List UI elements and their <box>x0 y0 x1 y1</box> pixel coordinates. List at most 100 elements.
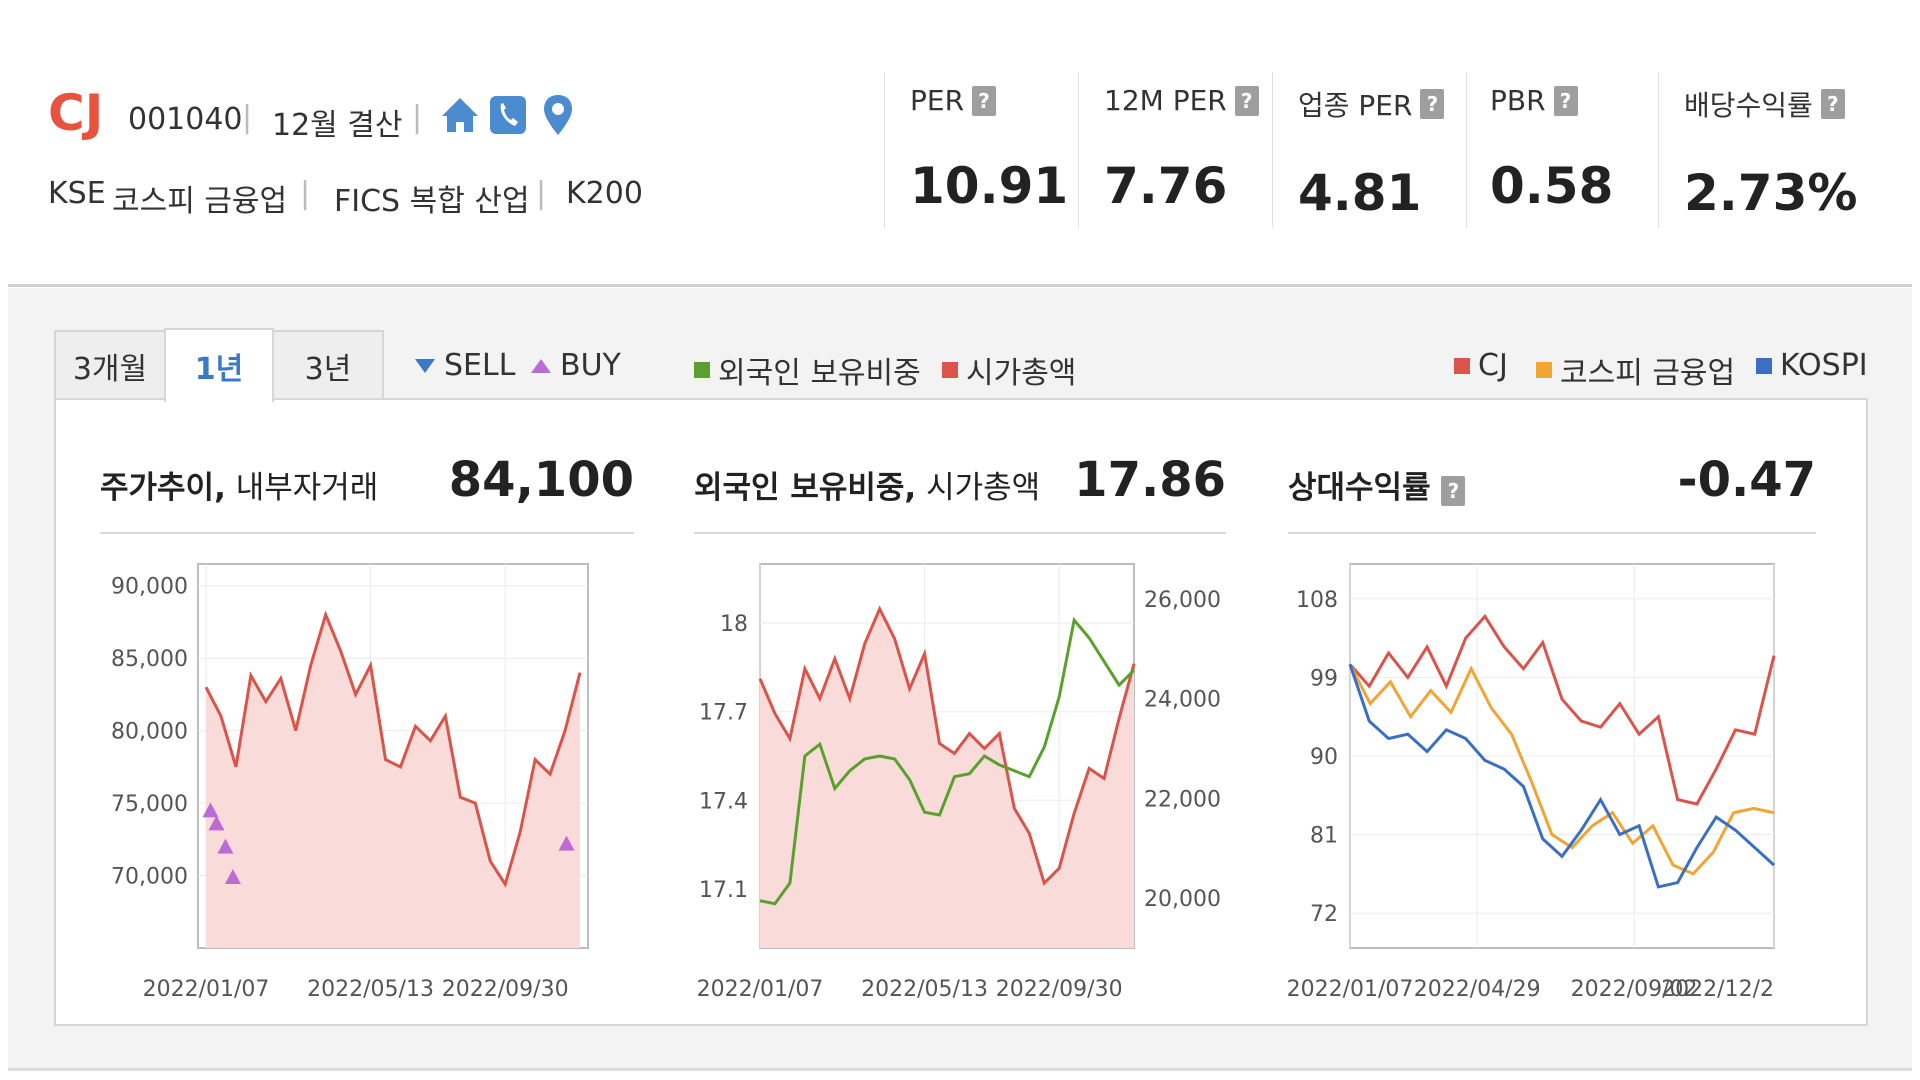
cj-line <box>1348 613 1776 806</box>
kospi-line <box>1348 663 1776 889</box>
help-icon[interactable]: ? <box>972 85 997 116</box>
metric-pbr: PBR? 0.58 <box>1490 84 1680 215</box>
y-tick-label: 72 <box>1310 902 1338 927</box>
y-left-tick-label: 17.4 <box>699 789 748 814</box>
y-tick-label: 99 <box>1310 666 1338 691</box>
settlement-month: 12월 결산 <box>272 108 403 143</box>
metric-label: PER <box>910 84 965 117</box>
legend-sell: SELL <box>414 348 515 383</box>
metric-label: 업종 PER <box>1298 89 1413 122</box>
kospi-finance-line <box>1348 663 1775 876</box>
y-tick-label: 108 <box>1296 588 1338 613</box>
buy-marker <box>558 835 575 851</box>
buy-marker <box>208 815 225 831</box>
price-area-fill <box>206 614 580 948</box>
metric-value: 4.81 <box>1298 164 1422 222</box>
metric-label: 12M PER <box>1104 84 1227 117</box>
card-value-price: 84,100 <box>448 452 634 508</box>
x-tick-label: 2022/09/02 <box>1571 977 1698 1002</box>
card-underline <box>694 532 1226 534</box>
metric-label: 배당수익률 <box>1684 89 1813 122</box>
y-tick-label: 70,000 <box>111 865 188 890</box>
y-tick-label: 85,000 <box>111 647 188 672</box>
tab-3-years[interactable]: 3년 <box>272 330 384 400</box>
card-title-sub: 시가총액 <box>916 470 1041 506</box>
card-title-sub: 내부자거래 <box>225 470 379 506</box>
x-tick-label: 2022/05/13 <box>861 977 988 1002</box>
help-icon[interactable]: ? <box>1234 85 1259 116</box>
metric-label: PBR <box>1490 84 1546 117</box>
price-chart: 90,000 85,000 80,000 75,000 70,000 2022/01/07… <box>111 563 589 1002</box>
separator: | <box>412 100 423 135</box>
card-title-relative-return: 상대수익률 ? <box>1288 462 1466 507</box>
tab-1-year[interactable]: 1년 <box>164 328 274 402</box>
card-underline <box>1288 532 1816 534</box>
legend-label: 시가총액 <box>966 356 1077 391</box>
legend-label: BUY <box>560 348 621 383</box>
phone-icon[interactable] <box>488 92 528 138</box>
sector-label: 코스피 금융업 <box>112 184 288 219</box>
legend-label: CJ <box>1478 348 1508 383</box>
card-underline <box>100 532 634 534</box>
separator: | <box>536 176 547 211</box>
y-right-tick-label: 26,000 <box>1144 588 1221 613</box>
legend-kospi: KOSPI <box>1756 348 1868 383</box>
market-cap-line <box>758 605 1136 887</box>
x-tick-label: 2022/12/2 <box>1661 977 1774 1002</box>
legend-kospi-finance: 코스피 금융업 <box>1536 348 1735 392</box>
x-tick-label: 2022/09/30 <box>442 977 569 1002</box>
home-icon[interactable] <box>440 92 480 138</box>
x-tick-label: 2022/01/07 <box>143 977 270 1002</box>
metric-12m-per: 12M PER? 7.76 <box>1104 84 1294 215</box>
divider <box>1272 72 1273 228</box>
x-tick-label: 2022/01/07 <box>697 977 824 1002</box>
separator: | <box>300 176 311 211</box>
stock-code: 001040 <box>128 102 243 137</box>
legend-swatch <box>694 362 710 378</box>
y-right-tick-label: 22,000 <box>1144 787 1221 812</box>
foreign-ownership-line <box>759 616 1136 906</box>
legend-label: KOSPI <box>1780 348 1868 383</box>
price-line <box>204 610 582 888</box>
card-title-foreign: 외국인 보유비중, 시가총액 <box>694 462 1040 507</box>
location-pin-icon[interactable] <box>538 92 578 138</box>
x-tick-label: 2022/09/30 <box>996 977 1123 1002</box>
company-name: CJ <box>48 84 104 142</box>
divider <box>1078 72 1079 228</box>
y-left-tick-label: 17.1 <box>699 878 748 903</box>
foreign-ownership-chart: 18 17.7 17.4 17.1 26,000 24,000 22,000 20,000 20… <box>697 563 1221 1002</box>
header-divider <box>8 284 1912 287</box>
legend-label: 외국인 보유비중 <box>718 356 921 391</box>
metric-value: 2.73% <box>1684 164 1858 222</box>
legend-foreign-ownership: 외국인 보유비중 <box>694 348 921 392</box>
help-icon[interactable]: ? <box>1553 85 1578 116</box>
card-title-main: 주가추이, <box>100 470 226 506</box>
x-tick-label: 2022/04/29 <box>1414 977 1541 1002</box>
legend-swatch <box>1756 357 1772 374</box>
buy-marker <box>202 802 219 818</box>
metric-industry-per: 업종 PER? 4.81 <box>1298 84 1488 222</box>
buy-marker <box>217 838 234 854</box>
market-label: KSE <box>48 176 106 211</box>
legend-label: SELL <box>444 348 516 383</box>
y-right-tick-label: 20,000 <box>1144 887 1221 912</box>
divider <box>1466 72 1467 228</box>
market-cap-area-fill <box>760 608 1134 948</box>
help-icon[interactable]: ? <box>1441 476 1466 506</box>
help-icon[interactable]: ? <box>1820 89 1845 119</box>
card-value-foreign: 17.86 <box>1074 452 1226 508</box>
card-title-price: 주가추이, 내부자거래 <box>100 462 378 507</box>
card-value-relative-return: -0.47 <box>1677 452 1816 508</box>
y-tick-label: 81 <box>1310 824 1338 849</box>
divider <box>1658 72 1659 228</box>
card-title-main: 외국인 보유비중, <box>694 470 917 506</box>
legend-market-cap: 시가총액 <box>942 348 1076 392</box>
tab-3-months[interactable]: 3개월 <box>54 330 166 400</box>
card-title-main: 상대수익률 <box>1288 470 1431 506</box>
help-icon[interactable]: ? <box>1420 89 1445 119</box>
metric-per: PER? 10.91 <box>910 84 1100 215</box>
x-tick-label: 2022/01/07 <box>1287 977 1414 1002</box>
y-left-tick-label: 18 <box>720 612 748 637</box>
fics-label: FICS 복합 산업 <box>334 184 530 219</box>
legend-buy: BUY <box>530 348 621 383</box>
